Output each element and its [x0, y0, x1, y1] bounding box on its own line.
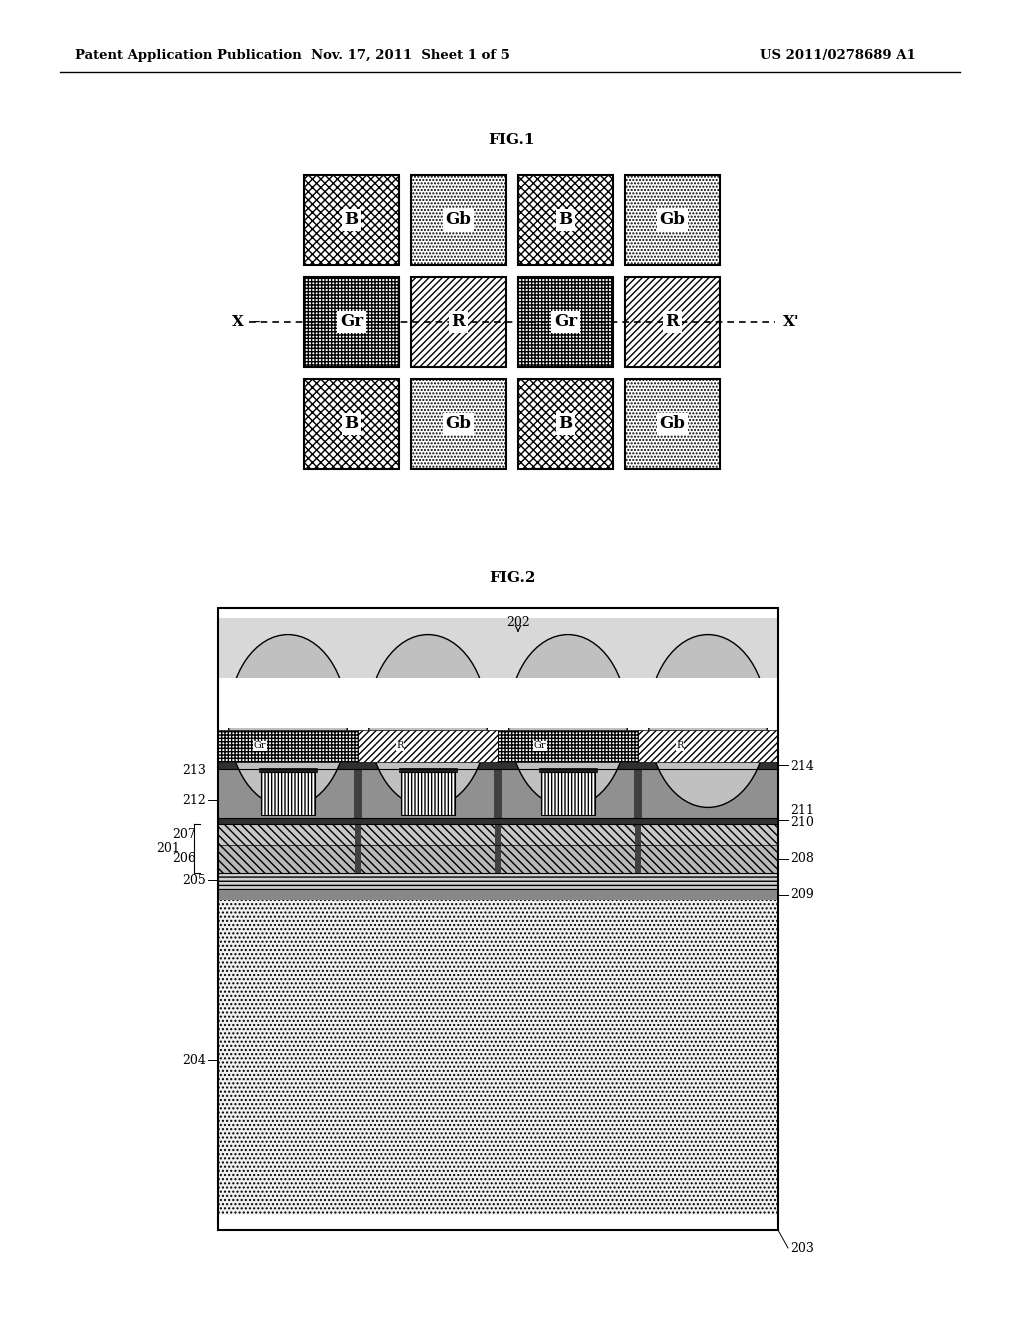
Bar — [218, 900, 778, 1214]
Bar — [778, 598, 1024, 726]
Bar — [218, 762, 778, 770]
Text: R: R — [396, 742, 403, 751]
Bar — [354, 770, 362, 818]
Bar — [625, 277, 720, 367]
Bar — [358, 730, 498, 762]
Bar — [261, 772, 314, 814]
Bar — [304, 176, 399, 265]
Bar — [518, 379, 613, 469]
Text: X': X' — [783, 315, 800, 329]
Bar — [218, 824, 778, 845]
Bar — [625, 379, 720, 469]
Bar — [0, 598, 218, 726]
Text: B: B — [558, 211, 572, 228]
Text: Gr: Gr — [340, 314, 364, 330]
Ellipse shape — [228, 635, 347, 808]
Bar — [495, 824, 501, 873]
Bar — [638, 730, 778, 762]
Bar — [518, 277, 613, 367]
Text: Gr: Gr — [534, 742, 546, 751]
Text: 212: 212 — [182, 793, 206, 807]
Text: 211: 211 — [790, 804, 814, 817]
Text: 209: 209 — [790, 888, 814, 902]
Text: R: R — [452, 314, 465, 330]
Text: R: R — [666, 314, 679, 330]
Bar — [218, 818, 778, 824]
Text: 205: 205 — [182, 874, 206, 887]
Text: Nov. 17, 2011  Sheet 1 of 5: Nov. 17, 2011 Sheet 1 of 5 — [310, 49, 509, 62]
Bar — [218, 890, 778, 900]
Text: B: B — [344, 416, 358, 433]
Text: B: B — [344, 211, 358, 228]
Bar — [494, 770, 502, 818]
Bar — [304, 277, 399, 367]
Text: –: – — [248, 314, 260, 330]
Text: Gb: Gb — [445, 416, 471, 433]
Text: B: B — [558, 416, 572, 433]
Text: 206: 206 — [172, 853, 196, 866]
Text: Gr: Gr — [554, 314, 578, 330]
Bar — [355, 824, 361, 873]
Bar — [218, 609, 778, 1230]
Bar — [399, 768, 457, 772]
Bar — [218, 873, 778, 890]
Text: 208: 208 — [790, 853, 814, 866]
Text: 204: 204 — [182, 1053, 206, 1067]
Ellipse shape — [509, 635, 628, 808]
Ellipse shape — [648, 635, 768, 808]
Bar — [304, 379, 399, 469]
Bar — [518, 176, 613, 265]
Text: 210: 210 — [790, 816, 814, 829]
Bar — [634, 770, 642, 818]
Text: 201: 201 — [156, 842, 180, 855]
Bar — [401, 772, 455, 814]
Bar — [635, 824, 641, 873]
Text: R: R — [676, 742, 684, 751]
Text: 202: 202 — [506, 615, 529, 628]
Text: 215: 215 — [790, 700, 814, 713]
Text: US 2011/0278689 A1: US 2011/0278689 A1 — [760, 49, 915, 62]
Bar — [540, 768, 597, 772]
Ellipse shape — [369, 635, 487, 808]
Text: Gb: Gb — [659, 211, 685, 228]
Text: Patent Application Publication: Patent Application Publication — [75, 49, 302, 62]
Bar — [542, 772, 595, 814]
Bar — [498, 730, 638, 762]
Text: 207: 207 — [172, 828, 196, 841]
Text: 214: 214 — [790, 759, 814, 772]
Text: FIG.1: FIG.1 — [488, 133, 536, 147]
Bar — [411, 379, 506, 469]
Bar — [218, 845, 778, 873]
Text: Gb: Gb — [659, 416, 685, 433]
Bar — [218, 730, 358, 762]
Text: Gr: Gr — [254, 742, 266, 751]
Bar — [218, 770, 778, 818]
Bar — [218, 678, 780, 729]
Bar — [411, 176, 506, 265]
Text: 213: 213 — [182, 763, 206, 776]
Bar — [218, 618, 778, 726]
Text: Gb: Gb — [445, 211, 471, 228]
Text: FIG.2: FIG.2 — [488, 572, 536, 585]
Bar — [218, 609, 778, 1230]
Text: 203: 203 — [790, 1242, 814, 1254]
Bar — [625, 176, 720, 265]
Bar — [411, 277, 506, 367]
Text: X: X — [232, 315, 244, 329]
Text: 216: 216 — [182, 688, 206, 701]
Bar — [259, 768, 316, 772]
